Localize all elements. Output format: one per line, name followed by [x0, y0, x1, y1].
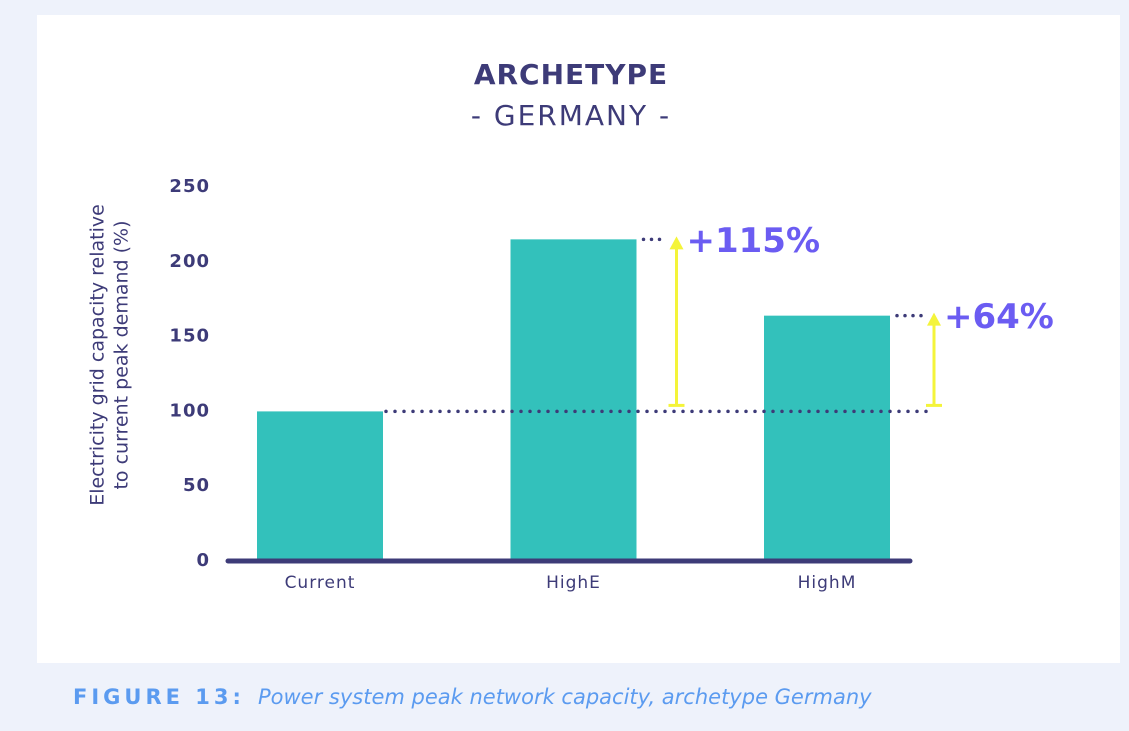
- bar: [510, 239, 637, 562]
- annotation: +64%: [944, 297, 1054, 337]
- y-tick-label: 250: [169, 176, 210, 197]
- caption-text: Power system peak network capacity, arch…: [258, 685, 872, 709]
- chart-title: ARCHETYPE: [474, 58, 668, 91]
- y-tick-label: 150: [169, 326, 210, 347]
- y-tick-label: 0: [196, 550, 210, 571]
- caption-label: FIGURE 13:: [73, 685, 245, 709]
- annotation: +115%: [687, 221, 821, 261]
- y-axis-label-line: Electricity grid capacity relative: [87, 204, 109, 506]
- y-tick-label: 200: [169, 251, 210, 272]
- x-tick-label: HighE: [546, 573, 601, 593]
- x-tick-label: HighM: [798, 573, 857, 593]
- bar: [764, 315, 890, 561]
- arrow-head: [669, 236, 684, 250]
- arrow-head: [927, 312, 941, 326]
- y-axis-label-line: to current peak demand (%): [111, 220, 133, 489]
- y-tick-label: 100: [169, 400, 210, 421]
- x-tick-label: Current: [285, 573, 356, 593]
- y-tick-label: 50: [183, 475, 210, 496]
- chart-subtitle: - GERMANY -: [471, 99, 671, 132]
- y-axis-label: Electricity grid capacity relative to cu…: [87, 204, 133, 506]
- bar: [257, 411, 383, 561]
